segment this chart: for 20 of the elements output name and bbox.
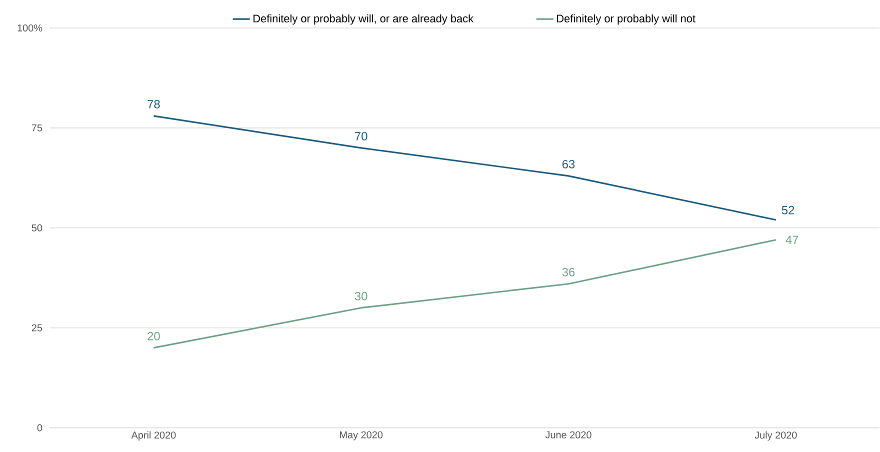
line-series bbox=[152, 115, 777, 221]
data-label: 70 bbox=[355, 132, 368, 141]
data-label: 47 bbox=[786, 236, 798, 244]
data-label: 30 bbox=[354, 292, 368, 300]
x-tick-label: May 2020 bbox=[340, 431, 383, 440]
y-tick-label: 0 bbox=[37, 424, 42, 432]
data-label: 63 bbox=[562, 160, 575, 168]
y-tick-label: 75 bbox=[32, 124, 42, 132]
x-tick-label: June 2020 bbox=[545, 431, 592, 438]
y-tick-label: 50 bbox=[32, 224, 42, 232]
x-tick-label: April 2020 bbox=[131, 431, 176, 441]
legend-label: Definitely or probably will not bbox=[557, 14, 696, 25]
data-label: 78 bbox=[148, 100, 160, 109]
x-tick-label: July 2020 bbox=[754, 431, 797, 441]
data-label: 20 bbox=[148, 332, 160, 340]
y-tick-label: 100% bbox=[18, 24, 42, 32]
data-label: 52 bbox=[782, 206, 794, 214]
data-label: 36 bbox=[562, 268, 575, 276]
legend-label: Definitely or probably will, or are already back bbox=[254, 14, 474, 25]
y-tick-label: 25 bbox=[32, 324, 42, 332]
